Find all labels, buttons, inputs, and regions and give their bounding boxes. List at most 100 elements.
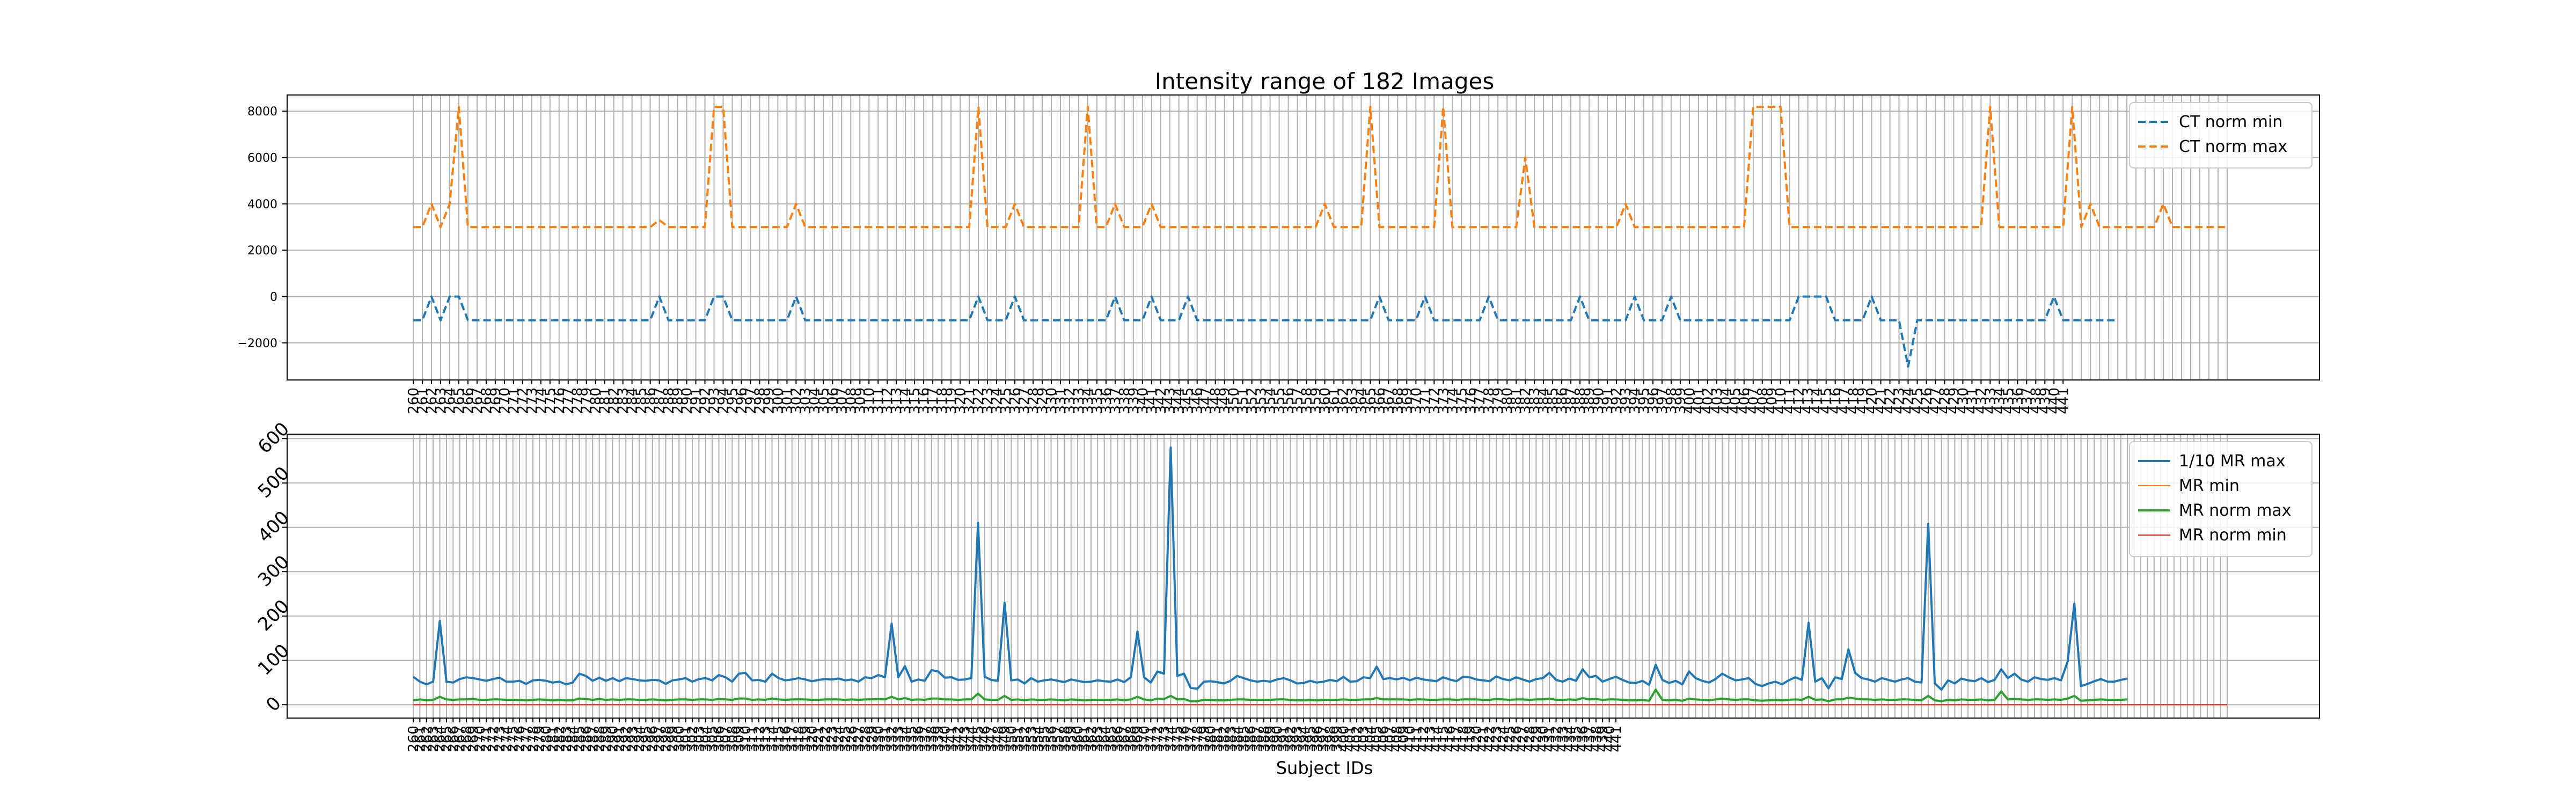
- x-tick-label: 337: [1108, 387, 1124, 414]
- x-tick-label: 425: [1910, 387, 1926, 414]
- x-tick-label: 272: [515, 387, 531, 414]
- x-tick-label: 284: [625, 387, 641, 414]
- x-tick-label: 394: [1627, 387, 1643, 414]
- x-tick-label: 424: [1495, 726, 1511, 752]
- x-tick-label: 263: [433, 387, 449, 414]
- x-tick-label: 336: [911, 726, 927, 752]
- x-tick-label: 273: [492, 726, 508, 752]
- x-tick-label: 364: [1097, 726, 1113, 752]
- x-tick-label: 412: [1791, 387, 1807, 414]
- x-tick-label: 324: [989, 387, 1005, 414]
- x-tick-label: 327: [851, 726, 867, 752]
- x-tick-label: 351: [1235, 387, 1252, 414]
- x-tick-label: 275: [543, 387, 559, 414]
- x-tick-label: 345: [1181, 387, 1197, 414]
- y-tick-label: 8000: [247, 105, 277, 119]
- x-tick-label: 307: [834, 387, 850, 414]
- x-tick-label: 326: [844, 726, 860, 752]
- x-tick-label: 288: [661, 387, 677, 414]
- y-tick-label: 2000: [247, 244, 277, 258]
- x-tick-label: 340: [937, 726, 953, 752]
- x-tick-label: 402: [1700, 387, 1716, 414]
- x-tick-label: 438: [1589, 726, 1605, 752]
- x-tick-label: 344: [964, 726, 980, 752]
- x-tick-label: 271: [479, 726, 495, 752]
- x-tick-label: 296: [734, 387, 750, 414]
- x-tick-label: 346: [977, 726, 993, 752]
- x-tick-label: 381: [1509, 387, 1525, 414]
- x-tick-label: 368: [1123, 726, 1139, 752]
- x-tick-label: 380: [1499, 387, 1516, 414]
- x-tick-label: 317: [925, 387, 941, 414]
- x-tick-label: 406: [1376, 726, 1392, 752]
- x-tick-label: 272: [486, 726, 502, 752]
- x-tick-label: 353: [1023, 726, 1040, 752]
- x-tick-label: 352: [1245, 387, 1261, 414]
- x-tick-label: 400: [1336, 726, 1352, 752]
- x-tick-label: 297: [743, 387, 759, 414]
- x-tick-label: 314: [898, 387, 914, 414]
- x-tick-label: 382: [1518, 387, 1534, 414]
- x-tick-label: 414: [1810, 387, 1826, 414]
- x-tick-label: 356: [1044, 726, 1060, 752]
- x-tick-label: 355: [1037, 726, 1053, 752]
- x-tick-label: 291: [612, 726, 628, 752]
- x-tick-label: 372: [1426, 387, 1443, 414]
- x-tick-label: 393: [1290, 726, 1306, 752]
- x-tick-label: 367: [1117, 726, 1133, 752]
- x-tick-label: 260: [406, 387, 422, 414]
- x-tick-label: 387: [1563, 387, 1579, 414]
- x-tick-label: 404: [1718, 387, 1735, 414]
- x-tick-label: 383: [1527, 387, 1543, 414]
- x-tick-label: 413: [1422, 726, 1438, 752]
- x-tick-label: 262: [419, 726, 435, 752]
- legend-box: [2129, 441, 2312, 557]
- x-tick-label: 334: [897, 726, 913, 752]
- x-tick-label: 389: [1582, 387, 1598, 414]
- x-tick-label: 279: [579, 387, 595, 414]
- x-tick-label: 421: [1475, 726, 1491, 752]
- x-tick-label: 265: [439, 726, 455, 752]
- x-tick-label: 297: [652, 726, 668, 752]
- x-tick-label: 322: [818, 726, 834, 752]
- x-tick-label: 412: [1416, 726, 1432, 752]
- x-tick-label: 440: [2046, 387, 2062, 414]
- x-tick-label: 439: [1595, 726, 1611, 752]
- x-tick-label: 335: [904, 726, 920, 752]
- x-tick-label: 359: [1064, 726, 1080, 752]
- x-tick-label: 409: [1396, 726, 1412, 752]
- x-tick-label: 378: [1190, 726, 1206, 752]
- x-tick-label: 333: [1071, 387, 1087, 414]
- x-tick-label: 342: [950, 726, 967, 752]
- x-tick-label: 266: [460, 387, 477, 414]
- x-tick-label: 302: [685, 726, 701, 752]
- x-tick-label: 343: [1162, 387, 1179, 414]
- x-tick-label: 316: [916, 387, 932, 414]
- x-tick-label: 396: [1645, 387, 1662, 414]
- x-tick-label: 435: [1569, 726, 1585, 752]
- x-tick-label: 398: [1323, 726, 1339, 752]
- x-tick-label: 277: [518, 726, 535, 752]
- x-tick-label: 393: [1618, 387, 1634, 414]
- x-tick-label: 392: [1609, 387, 1625, 414]
- x-tick-label: 318: [934, 387, 950, 414]
- x-tick-label: 380: [1203, 726, 1219, 752]
- x-tick-label: 321: [811, 726, 827, 752]
- x-tick-label: 417: [1837, 387, 1853, 414]
- x-tick-label: 419: [1462, 726, 1479, 752]
- x-tick-label: 263: [426, 726, 442, 752]
- x-tick-label: 366: [1110, 726, 1126, 752]
- x-tick-label: 278: [525, 726, 541, 752]
- x-tick-label: 294: [632, 726, 648, 752]
- x-tick-label: 345: [970, 726, 986, 752]
- x-tick-label: 360: [1070, 726, 1086, 752]
- x-tick-label: 369: [1130, 726, 1146, 752]
- legend-box: [2129, 102, 2312, 169]
- x-tick-label: 364: [1353, 387, 1370, 414]
- x-grid: [413, 95, 2228, 380]
- x-tick-label: 323: [980, 387, 996, 414]
- x-tick-label: 323: [824, 726, 840, 752]
- x-tick-label: 406: [1737, 387, 1753, 414]
- x-tick-label: 370: [1137, 726, 1153, 752]
